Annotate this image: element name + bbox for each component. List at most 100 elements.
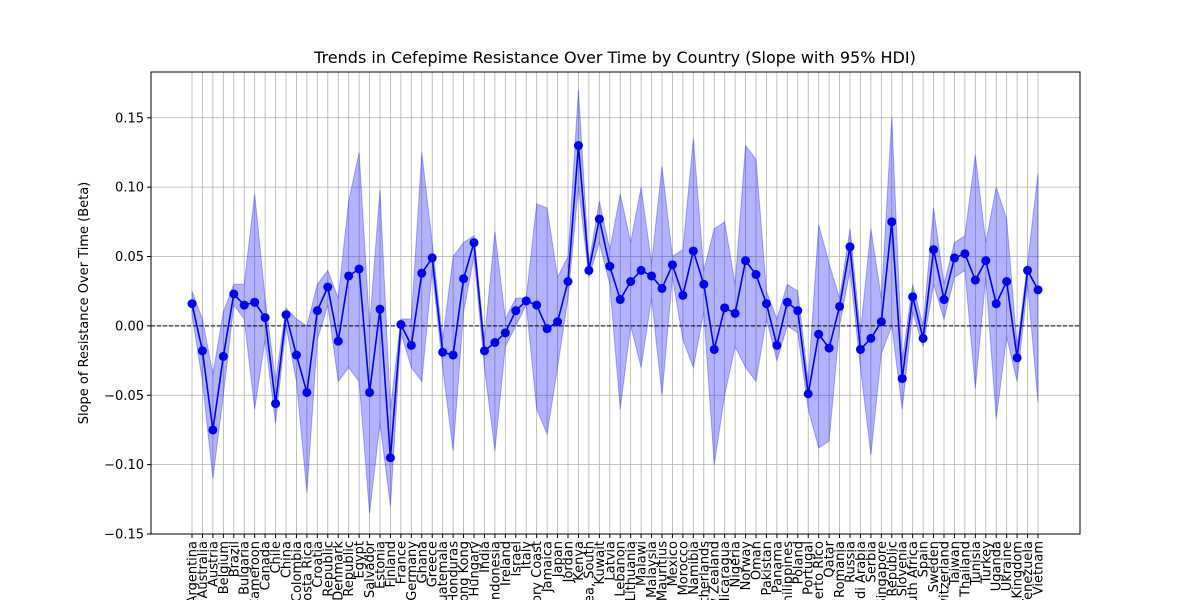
point xyxy=(835,301,845,311)
point xyxy=(657,283,667,293)
x-tick-label: Portugal xyxy=(802,541,817,595)
point xyxy=(615,295,625,305)
x-tick-label: New Zealand xyxy=(708,541,723,600)
x-tick-label: Australia xyxy=(196,541,211,599)
x-tick-label: Lithuania xyxy=(624,541,639,600)
x-tick-label: Uganda xyxy=(990,541,1005,591)
x-tick-label: Jamaica xyxy=(541,541,556,593)
point xyxy=(981,256,991,266)
x-tick-label: Japan xyxy=(551,541,566,578)
point xyxy=(406,340,416,350)
point xyxy=(949,253,959,263)
x-tick-label: Switzerland xyxy=(938,541,953,600)
point xyxy=(594,214,604,224)
x-tick-label: Austria xyxy=(206,541,221,587)
x-tick-label: Taiwan xyxy=(948,541,963,586)
x-tick-label: Ukraine xyxy=(1000,541,1015,591)
x-tick-label: Malaysia xyxy=(645,541,660,598)
y-tick-label: 0.10 xyxy=(115,181,144,196)
point xyxy=(250,297,260,307)
x-tick-label: Latvia xyxy=(603,541,618,581)
point xyxy=(730,308,740,318)
point xyxy=(667,260,677,270)
point xyxy=(960,249,970,259)
point xyxy=(239,300,249,310)
point xyxy=(553,317,563,327)
x-tick-label: Russia xyxy=(844,541,859,583)
point xyxy=(365,387,375,397)
point xyxy=(448,350,458,360)
point xyxy=(678,290,688,300)
x-tick-label: Slovak Republic xyxy=(885,541,900,600)
x-tick-label: Indonesia xyxy=(488,541,503,600)
point xyxy=(469,238,479,248)
point xyxy=(563,276,573,286)
x-tick-label: Hong Kong xyxy=(457,541,472,600)
point xyxy=(323,282,333,292)
x-tick-label: Lebanon xyxy=(614,541,629,597)
hdi-band xyxy=(191,90,1039,514)
line xyxy=(191,145,1039,458)
point xyxy=(229,289,239,299)
point xyxy=(511,306,521,316)
x-tick-label: India xyxy=(478,541,493,573)
point xyxy=(197,346,207,356)
y-tick-label: −0.15 xyxy=(104,528,144,543)
chart-title: Trends in Cefepime Resistance Over Time … xyxy=(313,48,916,67)
x-tick-label: Kenya xyxy=(572,541,587,581)
x-tick-label: Hungary xyxy=(468,541,483,597)
x-tick-label: Chile xyxy=(269,541,284,574)
point xyxy=(793,306,803,316)
y-tick-label: 0.15 xyxy=(115,111,144,126)
point xyxy=(302,387,312,397)
point xyxy=(396,320,406,330)
point xyxy=(291,350,301,360)
point xyxy=(782,297,792,307)
x-tick-label: Poland xyxy=(791,541,806,584)
x-tick-label: Morocco xyxy=(676,541,691,595)
point xyxy=(438,347,448,357)
point xyxy=(845,242,855,252)
x-tick-label: Bulgaria xyxy=(238,541,253,595)
point xyxy=(385,453,395,463)
x-tick-label: Canada xyxy=(259,541,274,590)
point xyxy=(500,328,510,338)
x-tick-label: Denmark xyxy=(332,541,347,600)
x-tick-label: Nigeria xyxy=(729,541,744,588)
point xyxy=(855,344,865,354)
point xyxy=(970,275,980,285)
point xyxy=(991,299,1001,309)
x-tick-label: Spain xyxy=(917,541,932,577)
x-tick-label: Namibia xyxy=(687,541,702,595)
point xyxy=(709,344,719,354)
plot-frame xyxy=(150,71,1081,535)
x-tick-label: Guatemala xyxy=(436,541,451,600)
point xyxy=(187,299,197,309)
x-tick-label: Ireland xyxy=(499,541,514,586)
point xyxy=(897,374,907,384)
x-tick-label: Belgium xyxy=(217,541,232,594)
x-tick-label: Nicaragua xyxy=(718,541,733,600)
y-tick-label: 0.00 xyxy=(115,319,144,334)
x-tick-label: Venezuela xyxy=(1021,541,1036,600)
x-tick-label: Jordan xyxy=(562,541,577,583)
x-tick-label: Croatia xyxy=(311,541,326,588)
point xyxy=(866,333,876,343)
x-tick-label: Thailand xyxy=(958,541,973,598)
x-tick-label: Estonia xyxy=(374,541,389,589)
point xyxy=(887,217,897,227)
x-tick-label: Slovenia xyxy=(896,541,911,596)
x-tick-label: Czech Republic xyxy=(321,541,336,600)
x-tick-label: Singapore xyxy=(875,541,890,600)
x-tick-label: Germany xyxy=(405,541,420,600)
point xyxy=(375,304,385,314)
point xyxy=(573,141,583,151)
x-tick-label: Greece xyxy=(426,541,441,587)
x-tick-label: Serbia xyxy=(864,541,879,582)
x-tick-label: Qatar xyxy=(823,540,838,577)
x-tick-label: Mauritius xyxy=(656,541,671,600)
point xyxy=(1002,276,1012,286)
x-tick-label: Costa Rica xyxy=(300,541,315,600)
x-tick-label: Netherlands xyxy=(697,541,712,600)
